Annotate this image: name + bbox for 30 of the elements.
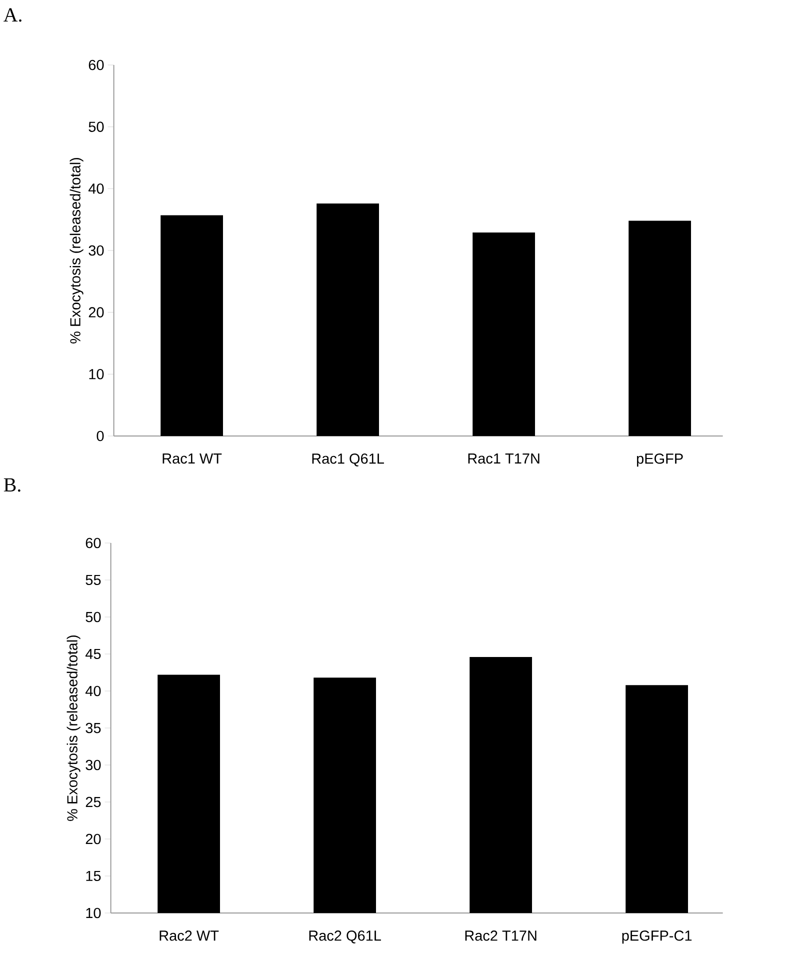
y-tick-label: 50	[86, 612, 101, 622]
y-tick-label: 55	[86, 574, 101, 586]
y-tick-label: 15	[86, 870, 101, 882]
x-tick-label: Rac1 Q61L	[312, 454, 384, 466]
x-tick-label: pEGFP	[637, 454, 683, 467]
y-tick-label: 30	[86, 760, 101, 770]
x-tick-label: Rac1 T17N	[468, 454, 540, 464]
y-tick-label: 10	[89, 369, 104, 380]
y-tick-label: 60	[88, 60, 104, 70]
y-tick-label: 25	[86, 796, 101, 808]
y-axis-title: % Exocytosis (released/total)	[70, 158, 84, 344]
y-tick-label: 45	[86, 648, 101, 660]
x-tick-label: Rac2 T17N	[465, 930, 536, 941]
y-tick-label: 20	[88, 307, 104, 318]
y-tick-label: 60	[86, 538, 101, 548]
y-tick-label: 50	[88, 122, 104, 132]
chart-title: B.	[4, 478, 20, 492]
y-tick-label: 10	[86, 908, 101, 918]
y-tick-label: 30	[88, 245, 104, 256]
y-tick-label: 20	[86, 834, 101, 844]
y-tick-label: 0	[96, 430, 104, 442]
chart-title: A.	[4, 8, 22, 22]
x-tick-label: pEGFP-C1	[622, 930, 692, 944]
x-tick-label: Rac2 Q61L	[309, 930, 382, 944]
x-tick-label: Rac1 WT	[162, 454, 222, 464]
y-tick-label: 35	[86, 722, 101, 734]
y-tick-label: 40	[86, 686, 101, 696]
y-axis-title: % Exocytosis (released/total)	[66, 635, 80, 821]
y-tick-label: 40	[88, 184, 104, 194]
x-tick-label: Rac2 WT	[160, 930, 219, 941]
